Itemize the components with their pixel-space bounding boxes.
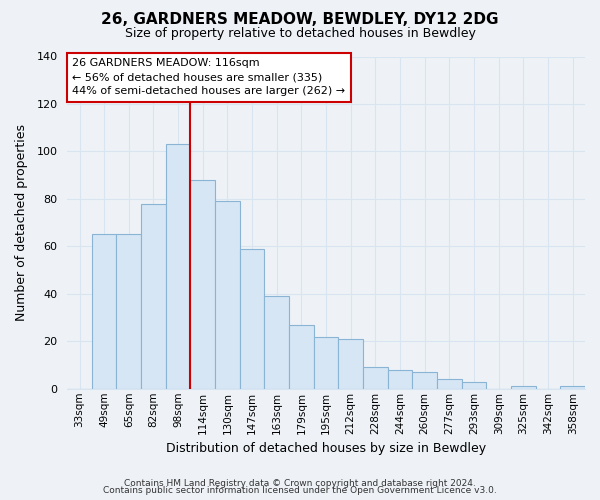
Text: 26, GARDNERS MEADOW, BEWDLEY, DY12 2DG: 26, GARDNERS MEADOW, BEWDLEY, DY12 2DG [101, 12, 499, 28]
Bar [289, 324, 314, 389]
Bar [462, 382, 487, 389]
Bar [437, 380, 462, 389]
Bar [141, 204, 166, 389]
Bar [388, 370, 412, 389]
Bar [560, 386, 585, 389]
Bar [190, 180, 215, 389]
Bar [265, 296, 289, 389]
Bar [240, 248, 265, 389]
Bar [511, 386, 536, 389]
Bar [92, 234, 116, 389]
Bar [166, 144, 190, 389]
Text: Contains HM Land Registry data © Crown copyright and database right 2024.: Contains HM Land Registry data © Crown c… [124, 478, 476, 488]
Bar [338, 339, 363, 389]
Text: Contains public sector information licensed under the Open Government Licence v3: Contains public sector information licen… [103, 486, 497, 495]
Bar [412, 372, 437, 389]
Bar [116, 234, 141, 389]
Bar [363, 368, 388, 389]
X-axis label: Distribution of detached houses by size in Bewdley: Distribution of detached houses by size … [166, 442, 486, 455]
Bar [314, 336, 338, 389]
Y-axis label: Number of detached properties: Number of detached properties [15, 124, 28, 321]
Bar [215, 202, 240, 389]
Text: Size of property relative to detached houses in Bewdley: Size of property relative to detached ho… [125, 28, 475, 40]
Text: 26 GARDNERS MEADOW: 116sqm
← 56% of detached houses are smaller (335)
44% of sem: 26 GARDNERS MEADOW: 116sqm ← 56% of deta… [73, 58, 346, 96]
